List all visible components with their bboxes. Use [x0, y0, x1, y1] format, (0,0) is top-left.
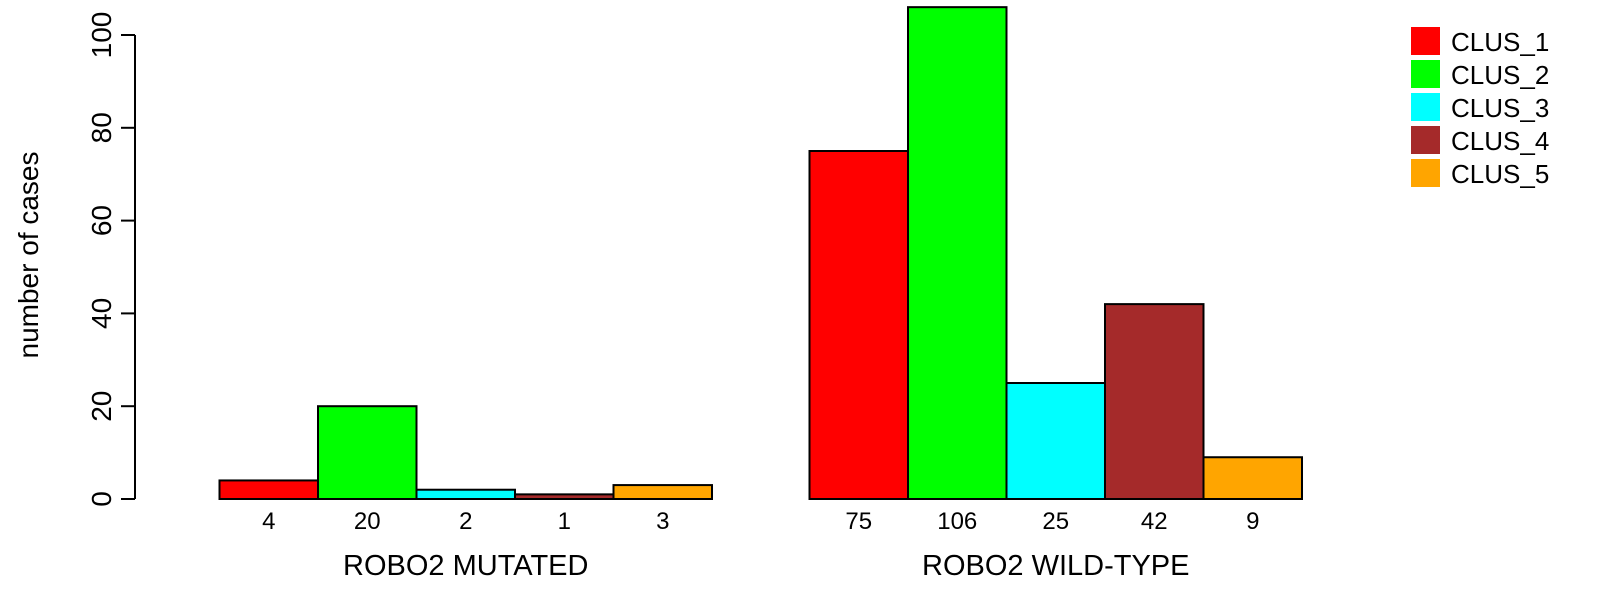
bar-value-label: 42	[1141, 508, 1168, 535]
y-tick-label: 60	[86, 205, 117, 236]
bar-value-label: 2	[459, 508, 472, 535]
legend-swatch	[1411, 93, 1440, 121]
legend-label: CLUS_1	[1451, 27, 1549, 57]
bar-value-label: 4	[262, 508, 275, 535]
bar	[218, 479, 319, 501]
bar	[1005, 382, 1106, 500]
y-tick-label: 80	[86, 112, 117, 143]
group-labels: ROBO2 MUTATED ROBO2 WILD-TYPE	[343, 550, 1189, 582]
bar	[907, 6, 1008, 500]
group-label: ROBO2 MUTATED	[343, 550, 588, 582]
legend-label: CLUS_4	[1451, 126, 1549, 156]
legend-swatch	[1411, 126, 1440, 154]
y-tick-label: 100	[86, 12, 117, 59]
bar	[1202, 456, 1303, 500]
bar-value-label: 9	[1246, 508, 1259, 535]
bar	[612, 484, 713, 500]
legend-label: CLUS_3	[1451, 93, 1549, 123]
legend-label: CLUS_2	[1451, 60, 1549, 90]
bar	[317, 405, 418, 501]
y-tick-label: 0	[86, 491, 117, 507]
group-label: ROBO2 WILD-TYPE	[922, 550, 1190, 582]
bars	[218, 6, 1303, 501]
y-axis-label: number of cases	[13, 152, 44, 359]
bar	[1104, 303, 1205, 500]
legend-swatch	[1411, 60, 1440, 88]
bar	[514, 493, 615, 500]
bar-value-label: 75	[845, 508, 872, 535]
bar	[808, 150, 909, 500]
bar-value-label: 20	[354, 508, 381, 535]
bar-value-label: 3	[656, 508, 669, 535]
value-labels: 4 20 2 1 3 75 106 25 42 9	[262, 508, 1259, 535]
y-axis: 0 20 40 60 80 100	[86, 12, 136, 507]
legend-label: CLUS_5	[1451, 159, 1549, 189]
y-tick-label: 40	[86, 298, 117, 329]
legend-swatch	[1411, 27, 1440, 55]
bar	[415, 488, 516, 501]
bar-value-label: 25	[1042, 508, 1069, 535]
y-tick-label: 20	[86, 391, 117, 422]
legend-swatch	[1411, 159, 1440, 187]
bar-value-label: 1	[558, 508, 571, 535]
bar-value-label: 106	[937, 508, 977, 535]
